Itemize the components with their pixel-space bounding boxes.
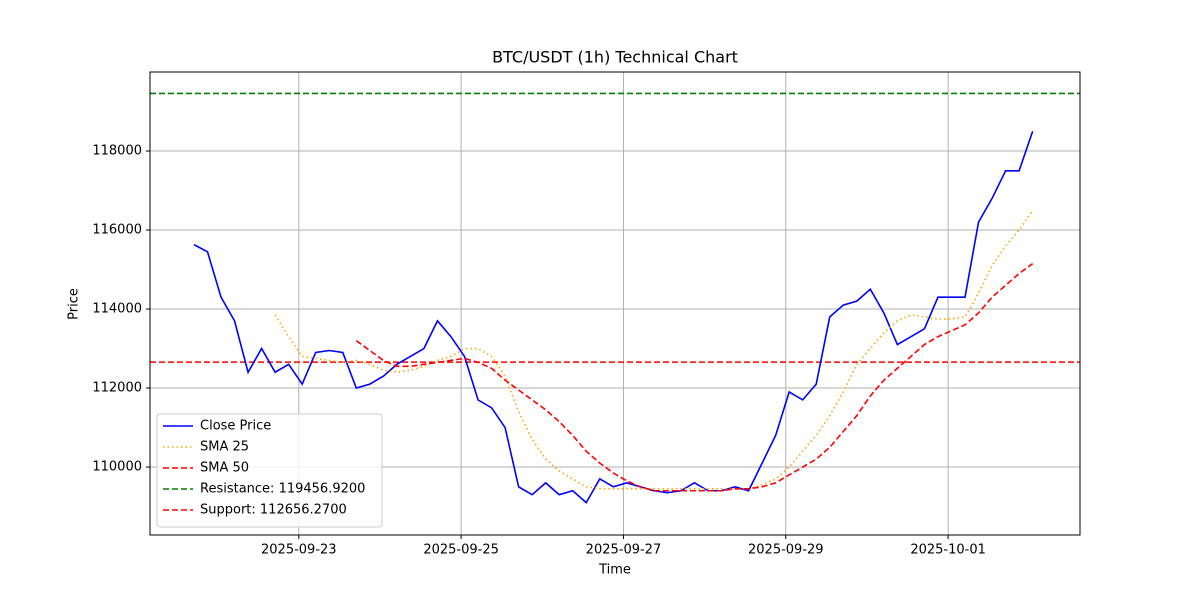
x-tick-label: 2025-09-25 [423, 543, 499, 558]
y-tick-label: 118000 [92, 144, 142, 159]
series-line [355, 262, 1034, 492]
plot-frame [149, 71, 1081, 536]
y-tick-label: 114000 [92, 302, 142, 317]
legend-label: SMA 50 [200, 461, 249, 476]
y-tick-label: 116000 [92, 223, 142, 238]
legend-label: Resistance: 119456.9200 [200, 482, 365, 497]
y-tick-label: 112000 [92, 381, 142, 396]
x-axis-label: Time [598, 563, 631, 578]
y-axis-label: Price [67, 288, 82, 320]
series-line [274, 209, 1034, 490]
legend-label: Close Price [200, 419, 271, 434]
x-tick-label: 2025-09-27 [586, 543, 662, 558]
y-tick-label: 110000 [92, 460, 142, 475]
series-line [193, 130, 1034, 504]
x-tick-label: 2025-09-29 [748, 543, 824, 558]
legend-label: Support: 112656.2700 [200, 503, 347, 518]
x-tick-label: 2025-09-23 [261, 543, 337, 558]
legend-label: SMA 25 [200, 440, 249, 455]
legend-box [156, 413, 383, 528]
chart-title: BTC/USDT (1h) Technical Chart [492, 48, 738, 67]
x-tick-label: 2025-10-01 [910, 543, 986, 558]
